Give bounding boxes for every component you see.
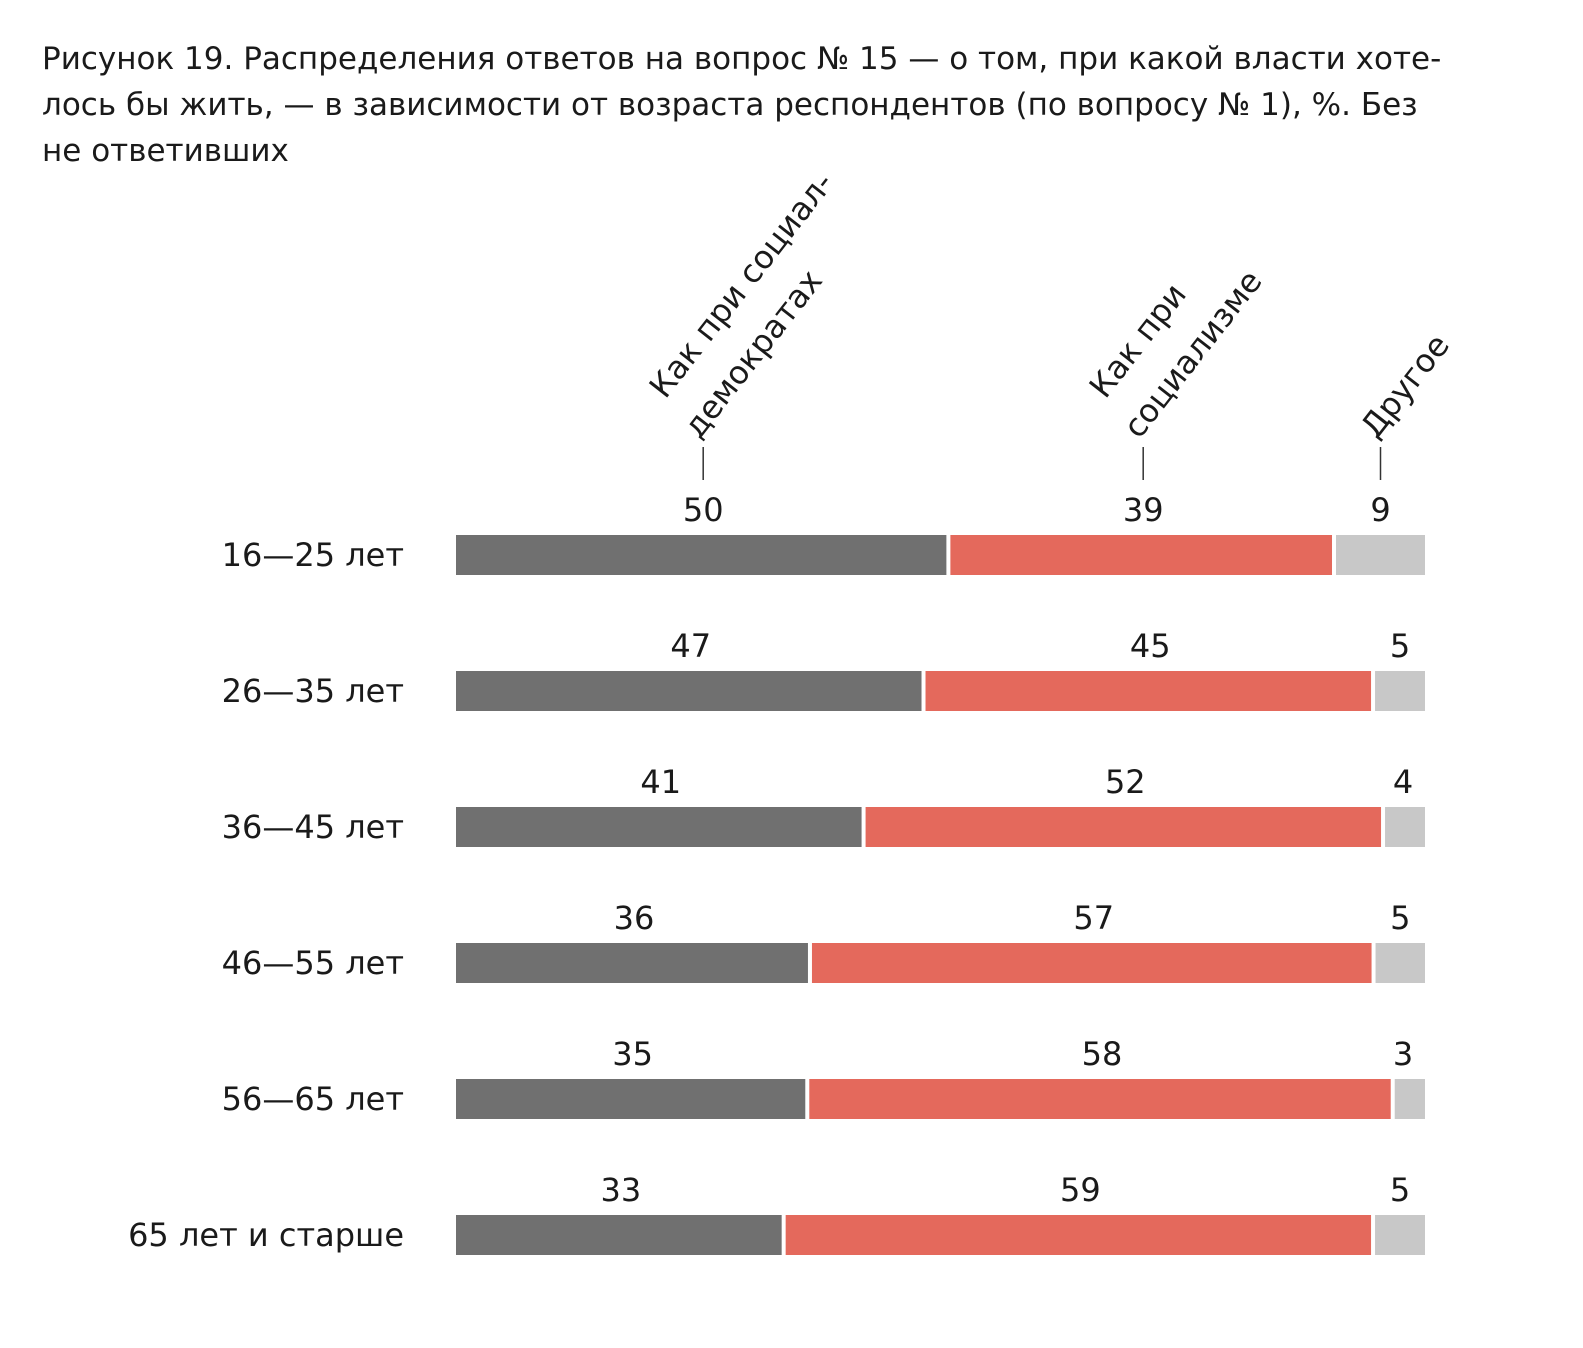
bar-segment-2 (950, 535, 1333, 575)
bar-segment-3 (1394, 1079, 1425, 1119)
bar-segment-1 (456, 807, 862, 847)
data-label: 41 (640, 763, 681, 801)
category-label: 36—45 лет (222, 808, 404, 846)
data-label: 50 (683, 491, 724, 529)
bar-segment-2 (809, 1079, 1391, 1119)
data-label: 57 (1073, 899, 1114, 937)
bar-segment-2 (811, 943, 1372, 983)
bar-segment-3 (1336, 535, 1425, 575)
bar-segment-1 (456, 671, 922, 711)
data-label: 4 (1393, 763, 1413, 801)
data-label: 5 (1390, 1171, 1410, 1209)
category-label: 16—25 лет (222, 536, 404, 574)
chart-title-line: Рисунок 19. Распределения ответов на воп… (42, 41, 1442, 77)
bar-segment-2 (865, 807, 1382, 847)
data-label: 3 (1393, 1035, 1413, 1073)
data-label: 47 (670, 627, 711, 665)
series-header: Другое (1353, 327, 1457, 445)
data-label: 59 (1060, 1171, 1101, 1209)
data-label: 5 (1390, 899, 1410, 937)
bar-segment-2 (785, 1215, 1372, 1255)
bar-segment-1 (456, 1079, 806, 1119)
bar-segment-3 (1375, 943, 1425, 983)
data-label: 9 (1370, 491, 1390, 529)
category-label: 65 лет и старше (128, 1216, 404, 1254)
data-label: 33 (600, 1171, 641, 1209)
data-label: 5 (1390, 627, 1410, 665)
category-label: 56—65 лет (222, 1080, 404, 1118)
data-label: 52 (1105, 763, 1146, 801)
category-label: 46—55 лет (222, 944, 404, 982)
chart-title: Рисунок 19. Распределения ответов на воп… (42, 36, 1502, 174)
bar-segment-1 (456, 535, 947, 575)
data-label: 35 (612, 1035, 653, 1073)
chart-title-line: не ответивших (42, 133, 289, 169)
data-label: 58 (1082, 1035, 1123, 1073)
bar-segment-2 (925, 671, 1372, 711)
data-label: 36 (614, 899, 655, 937)
bar-segment-3 (1375, 1215, 1425, 1255)
bar-segment-1 (456, 943, 808, 983)
bar-segment-1 (456, 1215, 782, 1255)
bar-segment-3 (1385, 807, 1425, 847)
category-label: 26—35 лет (222, 672, 404, 710)
data-label: 39 (1123, 491, 1164, 529)
data-label: 45 (1130, 627, 1171, 665)
chart-title-line: лось бы жить, — в зависимости от возраст… (42, 87, 1418, 123)
bar-segment-3 (1375, 671, 1425, 711)
